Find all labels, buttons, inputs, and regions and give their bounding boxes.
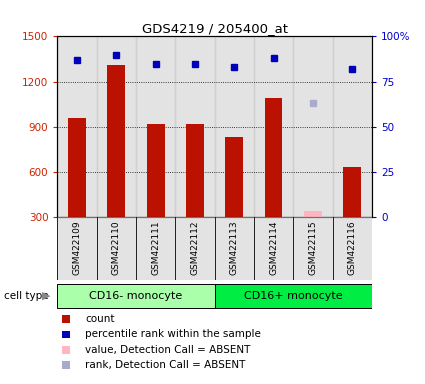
Text: GSM422115: GSM422115: [309, 220, 317, 275]
Bar: [215, 36, 254, 217]
Bar: [175, 36, 215, 217]
Bar: [215, 284, 372, 308]
Bar: [57, 36, 96, 217]
Text: GSM422113: GSM422113: [230, 220, 239, 275]
Bar: [225, 137, 243, 217]
Bar: [254, 217, 293, 280]
Bar: [136, 36, 175, 217]
Text: GSM422114: GSM422114: [269, 220, 278, 275]
Text: GSM422112: GSM422112: [190, 220, 199, 275]
Bar: [343, 167, 361, 217]
Bar: [57, 284, 215, 308]
Bar: [186, 124, 204, 217]
Text: GSM422111: GSM422111: [151, 220, 160, 275]
Bar: [332, 217, 372, 280]
Bar: [96, 217, 136, 280]
Bar: [147, 124, 164, 217]
Text: count: count: [85, 314, 114, 324]
Title: GDS4219 / 205400_at: GDS4219 / 205400_at: [142, 22, 288, 35]
Text: value, Detection Call = ABSENT: value, Detection Call = ABSENT: [85, 345, 250, 355]
Text: GSM422116: GSM422116: [348, 220, 357, 275]
Bar: [304, 211, 322, 217]
Bar: [265, 98, 283, 217]
Bar: [254, 36, 293, 217]
Bar: [57, 217, 96, 280]
Bar: [68, 118, 86, 217]
Bar: [293, 217, 332, 280]
Bar: [108, 65, 125, 217]
Text: CD16+ monocyte: CD16+ monocyte: [244, 291, 343, 301]
Text: percentile rank within the sample: percentile rank within the sample: [85, 329, 261, 339]
Text: ▶: ▶: [42, 291, 50, 301]
Bar: [136, 217, 175, 280]
Text: CD16- monocyte: CD16- monocyte: [89, 291, 183, 301]
Text: cell type: cell type: [4, 291, 49, 301]
Bar: [175, 217, 215, 280]
Text: GSM422109: GSM422109: [73, 220, 82, 275]
Text: GSM422110: GSM422110: [112, 220, 121, 275]
Bar: [96, 36, 136, 217]
Bar: [293, 36, 332, 217]
Bar: [332, 36, 372, 217]
Bar: [215, 217, 254, 280]
Text: rank, Detection Call = ABSENT: rank, Detection Call = ABSENT: [85, 360, 245, 370]
